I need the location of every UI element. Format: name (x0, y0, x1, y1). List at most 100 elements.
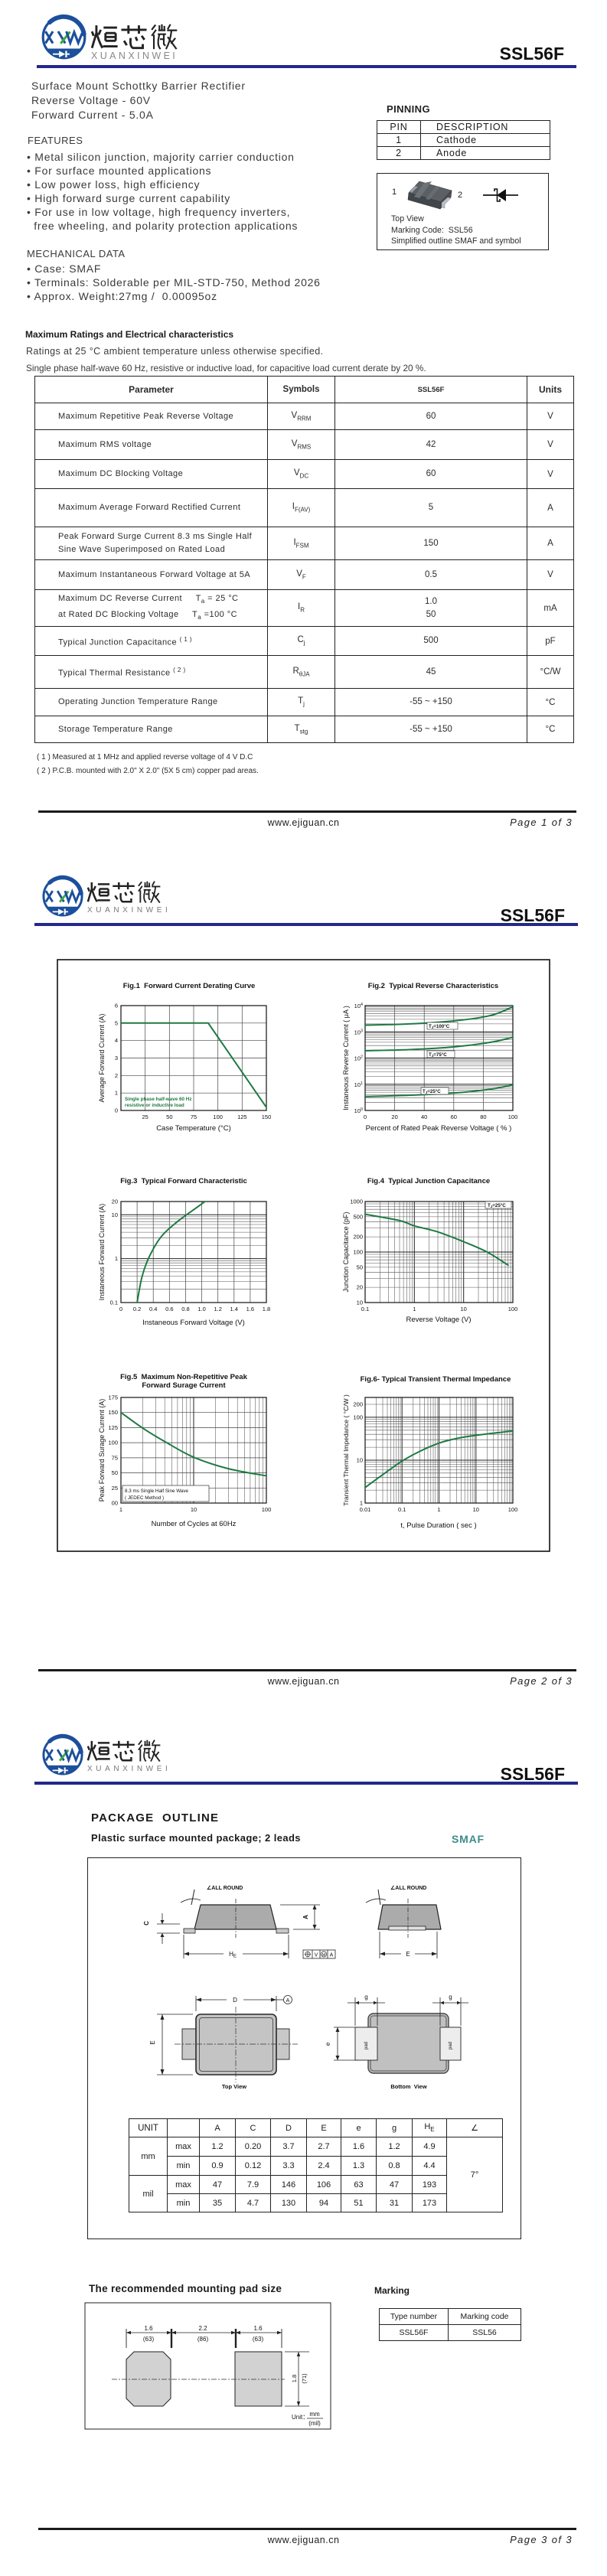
svg-text:3: 3 (115, 1055, 118, 1061)
svg-text:0.1: 0.1 (398, 1506, 406, 1513)
svg-text:HE: HE (229, 1951, 237, 1959)
svg-text:1.8: 1.8 (263, 1306, 270, 1312)
svg-text:Bottom View: Bottom View (390, 2083, 427, 2090)
svg-text:TJ=25°C: TJ=25°C (488, 1203, 506, 1208)
svg-text:E: E (149, 2040, 156, 2044)
svg-text:100: 100 (353, 1249, 363, 1256)
svg-text:1: 1 (115, 1255, 118, 1262)
svg-text:TJ=75°C: TJ=75°C (429, 1052, 447, 1058)
svg-text:Instaneous Forward Current (A: Instaneous Forward Current (A) (98, 1204, 106, 1301)
svg-text:0: 0 (119, 1306, 122, 1312)
svg-text:Top View: Top View (222, 2083, 246, 2090)
svg-text:A: A (330, 1953, 334, 1958)
svg-text:103: 103 (354, 1029, 363, 1035)
svg-text:2.2: 2.2 (198, 2325, 207, 2332)
svg-text:4: 4 (115, 1037, 118, 1044)
svg-text:500: 500 (353, 1213, 363, 1220)
svg-text:(63): (63) (143, 2336, 155, 2343)
svg-text:150: 150 (262, 1114, 272, 1120)
svg-text:pad: pad (364, 2042, 369, 2049)
svg-text:25: 25 (112, 1485, 118, 1492)
svg-text:200: 200 (353, 1401, 363, 1408)
svg-text:g: g (449, 1994, 452, 2000)
svg-text:Transient Thermal Impedance (: Transient Thermal Impedance ( °C/W ) (342, 1394, 350, 1506)
svg-text:25: 25 (142, 1114, 148, 1120)
svg-text:Fig.5 Maximum Non-Repetitive: Fig.5 Maximum Non-Repetitive Peak (120, 1373, 247, 1381)
svg-text:E: E (406, 1951, 410, 1958)
svg-text:A: A (286, 1998, 290, 2004)
svg-text:resistive or inductive load: resistive or inductive load (125, 1103, 184, 1108)
svg-text:80: 80 (480, 1114, 486, 1120)
svg-text:Instaneous Reverse Current ( μ: Instaneous Reverse Current ( μA ) (342, 1006, 350, 1110)
svg-text:100: 100 (353, 1414, 363, 1420)
svg-text:10: 10 (112, 1211, 118, 1218)
svg-text:Single phase half-wave 60 Hz: Single phase half-wave 60 Hz (125, 1097, 192, 1102)
svg-text:pad: pad (449, 2042, 453, 2049)
svg-text:1: 1 (115, 1090, 118, 1097)
svg-text:8.3 ms Single Half Sine Wave: 8.3 ms Single Half Sine Wave (125, 1489, 189, 1494)
svg-text:Unit：: Unit： (292, 2414, 308, 2421)
svg-text:1: 1 (413, 1306, 416, 1312)
svg-text:10: 10 (473, 1506, 479, 1513)
svg-text:1.6: 1.6 (246, 1306, 254, 1312)
svg-text:2: 2 (458, 191, 462, 200)
svg-text:Fig.2 Typical Reverse Charact: Fig.2 Typical Reverse Characteristics (368, 982, 498, 990)
svg-text:50: 50 (166, 1114, 172, 1120)
svg-text:( JEDEC Method ): ( JEDEC Method ) (125, 1495, 164, 1501)
svg-text:175: 175 (108, 1394, 118, 1401)
svg-text:20: 20 (391, 1114, 397, 1120)
svg-text:Top View: Top View (391, 214, 424, 223)
svg-text:00: 00 (112, 1500, 118, 1507)
svg-text:75: 75 (112, 1454, 118, 1461)
svg-text:Fig.6- Typical Transient Therm: Fig.6- Typical Transient Thermal Impedan… (361, 1375, 511, 1384)
svg-text:Reverse Voltage (V): Reverse Voltage (V) (406, 1316, 471, 1324)
svg-text:10: 10 (191, 1506, 197, 1513)
svg-text:0.2: 0.2 (133, 1306, 141, 1312)
svg-text:∠ALL ROUND: ∠ALL ROUND (207, 1885, 243, 1891)
svg-text:100: 100 (508, 1114, 518, 1120)
svg-text:1.2: 1.2 (214, 1306, 221, 1312)
svg-text:50: 50 (112, 1469, 118, 1476)
svg-text:6: 6 (115, 1003, 118, 1009)
svg-text:A: A (302, 1915, 309, 1919)
svg-text:e: e (325, 2042, 331, 2046)
svg-text:20: 20 (357, 1284, 363, 1291)
svg-text:Percent of Rated Peak Reverse: Percent of Rated Peak Reverse Voltage ( … (366, 1124, 512, 1133)
svg-text:D: D (233, 1997, 237, 2004)
svg-text:0.1: 0.1 (361, 1306, 369, 1312)
svg-text:1000: 1000 (350, 1198, 363, 1205)
svg-text:M: M (322, 1953, 326, 1958)
svg-text:V: V (315, 1953, 318, 1958)
svg-text:1: 1 (392, 187, 397, 197)
svg-text:75: 75 (191, 1114, 197, 1120)
svg-text:100: 100 (108, 1440, 118, 1446)
svg-text:Fig.1 Forward Current Deratin: Fig.1 Forward Current Derating Curve (123, 982, 256, 990)
svg-text:0.4: 0.4 (149, 1306, 157, 1312)
svg-text:C: C (143, 1921, 150, 1925)
svg-text:Fig.4 Typical Junction Capaci: Fig.4 Typical Junction Capacitance (367, 1177, 490, 1185)
svg-text:t, Pulse Duration ( sec ): t, Pulse Duration ( sec ) (400, 1521, 476, 1530)
svg-text:100: 100 (354, 1107, 363, 1114)
svg-text:(86): (86) (197, 2336, 209, 2343)
svg-text:1.4: 1.4 (230, 1306, 238, 1312)
svg-text:1.6: 1.6 (253, 2325, 263, 2332)
svg-text:5: 5 (115, 1019, 118, 1026)
svg-text:0.8: 0.8 (181, 1306, 189, 1312)
svg-text:100: 100 (508, 1506, 518, 1513)
svg-text:0.1: 0.1 (110, 1299, 118, 1306)
svg-text:Junction Capacitance (pF): Junction Capacitance (pF) (342, 1211, 350, 1292)
svg-text:∠ALL ROUND: ∠ALL ROUND (390, 1885, 426, 1891)
svg-text:Number of Cycles at 60Hz: Number of Cycles at 60Hz (152, 1520, 237, 1528)
svg-text:20: 20 (112, 1198, 118, 1205)
svg-text:1: 1 (119, 1506, 122, 1513)
svg-text:(mil): (mil) (308, 2420, 321, 2427)
svg-text:100: 100 (262, 1506, 272, 1513)
svg-text:1: 1 (437, 1506, 440, 1513)
svg-text:10: 10 (357, 1456, 363, 1463)
svg-text:0.01: 0.01 (360, 1506, 371, 1513)
svg-text:Case Temperature (°C): Case Temperature (°C) (156, 1124, 231, 1133)
svg-text:Forward Surage Current: Forward Surage Current (142, 1381, 226, 1390)
svg-text:2: 2 (115, 1072, 118, 1079)
svg-text:Marking Code: SSL56: Marking Code: SSL56 (391, 226, 473, 235)
svg-text:mm: mm (309, 2411, 320, 2418)
